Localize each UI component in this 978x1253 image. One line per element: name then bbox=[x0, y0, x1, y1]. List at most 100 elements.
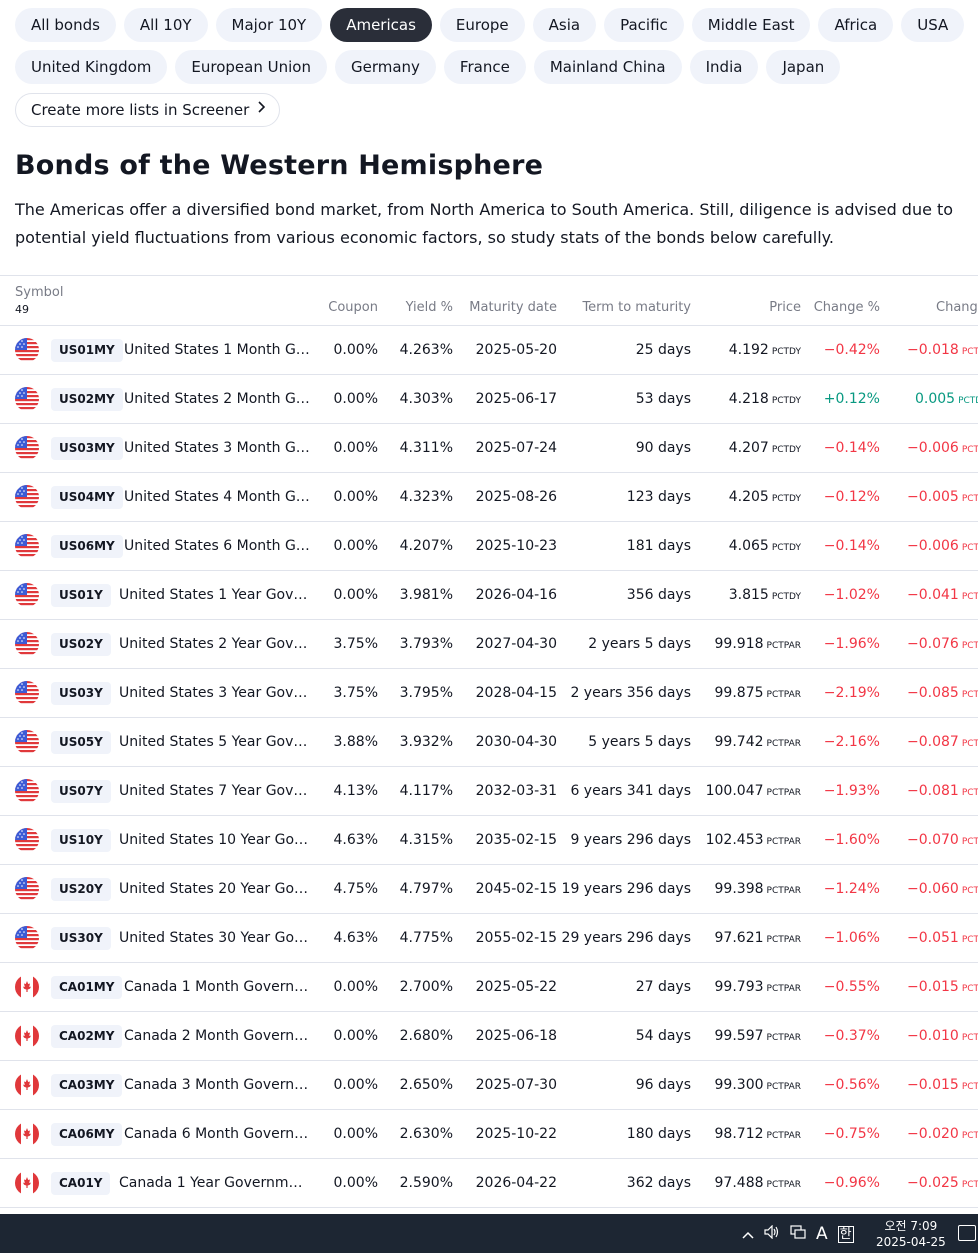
table-row[interactable]: US07Y United States 7 Year Government Bon… bbox=[0, 767, 978, 816]
notification-icon[interactable] bbox=[958, 1225, 976, 1241]
bond-name[interactable]: United States 2 Month Government Bond bbox=[124, 391, 316, 407]
us-flag-icon bbox=[15, 877, 39, 901]
header-maturity[interactable]: Maturity date bbox=[469, 300, 557, 315]
ticker-badge[interactable]: US02Y bbox=[51, 633, 111, 656]
create-lists-button[interactable]: Create more lists in Screener bbox=[15, 93, 281, 127]
header-yield[interactable]: Yield % bbox=[405, 300, 453, 315]
bond-name[interactable]: United States 2 Year Government Bond bbox=[119, 636, 311, 652]
chevron-up-icon[interactable] bbox=[742, 1225, 754, 1243]
ticker-badge[interactable]: US05Y bbox=[51, 731, 111, 754]
header-coupon[interactable]: Coupon bbox=[328, 300, 378, 315]
ticker-badge[interactable]: CA01MY bbox=[51, 976, 123, 999]
change-pct-value: −1.96% bbox=[823, 636, 880, 652]
filter-pill-europe[interactable]: Europe bbox=[439, 8, 525, 42]
bond-name[interactable]: Canada 2 Month Government Bond bbox=[124, 1028, 316, 1044]
bond-name[interactable]: Canada 6 Month Government Bond bbox=[124, 1126, 316, 1142]
header-price[interactable]: Price bbox=[769, 300, 801, 315]
ticker-badge[interactable]: US04MY bbox=[51, 486, 123, 509]
bond-name[interactable]: Canada 3 Month Government Bond bbox=[124, 1077, 316, 1093]
change-unit: PCTDY bbox=[958, 396, 978, 406]
ticker-badge[interactable]: US06MY bbox=[51, 535, 123, 558]
canada-flag-icon bbox=[15, 1073, 39, 1097]
header-change-pct[interactable]: Change % bbox=[813, 300, 880, 315]
bond-name[interactable]: Canada 1 Month Government Bond bbox=[124, 979, 316, 995]
table-row[interactable]: US05Y United States 5 Year Government Bon… bbox=[0, 718, 978, 767]
ticker-badge[interactable]: US01MY bbox=[51, 339, 123, 362]
filter-pill-asia[interactable]: Asia bbox=[532, 8, 597, 42]
ticker-badge[interactable]: US03Y bbox=[51, 682, 111, 705]
filter-pill-india[interactable]: India bbox=[689, 50, 759, 84]
ticker-badge[interactable]: US01Y bbox=[51, 584, 111, 607]
filter-pill-americas[interactable]: Americas bbox=[330, 8, 432, 42]
bond-name[interactable]: United States 3 Year Government Bond bbox=[119, 685, 311, 701]
maturity-date-value: 2025-10-23 bbox=[475, 538, 557, 554]
change-pct-value: −1.06% bbox=[823, 930, 880, 946]
filter-row-2: United Kingdom European Union Germany Franc… bbox=[15, 50, 975, 84]
term-to-maturity-value: 2 years 5 days bbox=[588, 636, 691, 652]
filter-pill-major-10y[interactable]: Major 10Y bbox=[215, 8, 323, 42]
bond-name[interactable]: United States 10 Year Government Bond bbox=[119, 832, 311, 848]
bond-name[interactable]: Canada 1 Year Government Bond bbox=[119, 1175, 311, 1191]
filter-pill-africa[interactable]: Africa bbox=[818, 8, 894, 42]
table-row[interactable]: CA01Y Canada 1 Year Government Bond 0.00% 2… bbox=[0, 1159, 978, 1208]
bond-name[interactable]: United States 20 Year Government Bond bbox=[119, 881, 311, 897]
header-term[interactable]: Term to maturity bbox=[582, 300, 691, 315]
korean-ime-icon[interactable]: 한 bbox=[837, 1225, 854, 1243]
bond-name[interactable]: United States 3 Month Government Bond bbox=[124, 440, 316, 456]
bond-name[interactable]: United States 1 Month Government Bond bbox=[124, 342, 316, 358]
taskbar-clock[interactable]: 오전 7:09 2025-04-25 bbox=[876, 1218, 946, 1250]
filter-pill-usa[interactable]: USA bbox=[901, 8, 965, 42]
term-to-maturity-value: 53 days bbox=[635, 391, 691, 407]
bond-name[interactable]: United States 5 Year Government Bond bbox=[119, 734, 311, 750]
ticker-badge[interactable]: CA03MY bbox=[51, 1074, 123, 1097]
table-row[interactable]: US01Y United States 1 Year Government Bon… bbox=[0, 571, 978, 620]
filter-pill-all-bonds[interactable]: All bonds bbox=[15, 8, 116, 42]
ime-mode-indicator[interactable]: A bbox=[816, 1224, 828, 1244]
header-change[interactable]: Change bbox=[936, 300, 978, 315]
filter-pill-pacific[interactable]: Pacific bbox=[604, 8, 684, 42]
network-icon[interactable] bbox=[790, 1225, 806, 1243]
filter-pill-france[interactable]: France bbox=[443, 50, 526, 84]
price-value: 3.815 bbox=[728, 587, 769, 603]
filter-pill-japan[interactable]: Japan bbox=[766, 50, 841, 84]
table-row[interactable]: US30Y United States 30 Year Government Bo… bbox=[0, 914, 978, 963]
ticker-badge[interactable]: US30Y bbox=[51, 927, 111, 950]
ticker-badge[interactable]: CA06MY bbox=[51, 1123, 123, 1146]
ticker-badge[interactable]: US02MY bbox=[51, 388, 123, 411]
filter-pill-middle-east[interactable]: Middle East bbox=[691, 8, 811, 42]
filter-pill-all-10y[interactable]: All 10Y bbox=[123, 8, 208, 42]
ticker-badge[interactable]: US20Y bbox=[51, 878, 111, 901]
filter-pill-united-kingdom[interactable]: United Kingdom bbox=[15, 50, 168, 84]
filter-pill-germany[interactable]: Germany bbox=[334, 50, 436, 84]
ticker-badge[interactable]: US10Y bbox=[51, 829, 111, 852]
bond-name[interactable]: United States 1 Year Government Bond bbox=[119, 587, 311, 603]
filter-pill-mainland-china[interactable]: Mainland China bbox=[533, 50, 682, 84]
table-row[interactable]: US03Y United States 3 Year Government Bon… bbox=[0, 669, 978, 718]
ticker-badge[interactable]: CA01Y bbox=[51, 1172, 111, 1195]
bond-name[interactable]: United States 30 Year Government Bond bbox=[119, 930, 311, 946]
ticker-badge[interactable]: US03MY bbox=[51, 437, 123, 460]
maturity-date-value: 2025-08-26 bbox=[475, 489, 557, 505]
speaker-icon[interactable] bbox=[764, 1224, 780, 1243]
bond-name[interactable]: United States 6 Month Government Bond bbox=[124, 538, 316, 554]
filter-pill-european-union[interactable]: European Union bbox=[175, 50, 327, 84]
bond-name[interactable]: United States 7 Year Government Bond bbox=[119, 783, 311, 799]
header-symbol[interactable]: Symbol bbox=[15, 285, 64, 300]
table-row[interactable]: US10Y United States 10 Year Government Bo… bbox=[0, 816, 978, 865]
bond-name[interactable]: United States 4 Month Government Bond bbox=[124, 489, 316, 505]
price-value: 102.453 bbox=[705, 832, 764, 848]
ticker-badge[interactable]: CA02MY bbox=[51, 1025, 123, 1048]
change-pct-value: −1.24% bbox=[823, 881, 880, 897]
table-row[interactable]: US02Y United States 2 Year Government Bon… bbox=[0, 620, 978, 669]
table-row[interactable]: US20Y United States 20 Year Government Bo… bbox=[0, 865, 978, 914]
ticker-badge[interactable]: US07Y bbox=[51, 780, 111, 803]
